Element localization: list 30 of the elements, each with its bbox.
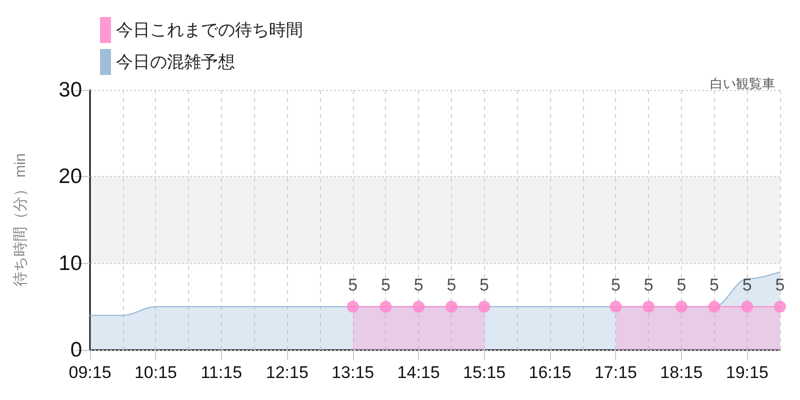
y-tick-label: 20	[58, 165, 82, 188]
legend-label: 今日これまでの待ち時間	[116, 20, 303, 40]
data-label: 5	[710, 276, 720, 295]
x-tick-label: 18:15	[660, 363, 703, 382]
x-tick-label: 11:15	[200, 363, 242, 382]
x-tick-label: 17:15	[594, 363, 637, 382]
data-label: 5	[380, 276, 390, 295]
data-label: 5	[446, 276, 456, 295]
legend-label: 今日の混雑予想	[116, 52, 235, 72]
x-tick-label: 19:15	[726, 363, 768, 382]
chart-title: 白い観覧車	[710, 76, 775, 91]
y-tick-label: 10	[58, 252, 82, 275]
y-axis-title: 待ち時間（分） min	[12, 153, 29, 287]
data-label: 5	[610, 276, 620, 295]
x-tick-label: 10:15	[134, 363, 177, 382]
y-tick-label: 30	[58, 78, 82, 102]
data-label: 5	[775, 276, 785, 295]
x-tick-label: 12:15	[266, 363, 308, 382]
x-tick-label: 15:15	[463, 363, 506, 382]
data-label: 5	[348, 276, 358, 295]
x-tick-label: 16:15	[528, 363, 572, 382]
x-tick-label: 09:15	[68, 363, 112, 382]
data-label: 5	[644, 276, 654, 295]
data-label: 5	[742, 276, 752, 295]
data-label: 5	[480, 276, 490, 295]
y-tick-label: 0	[70, 338, 82, 362]
data-label: 5	[414, 276, 424, 295]
x-tick-label: 14:15	[397, 363, 440, 382]
data-label: 5	[676, 276, 686, 295]
x-tick-label: 13:15	[332, 363, 374, 382]
